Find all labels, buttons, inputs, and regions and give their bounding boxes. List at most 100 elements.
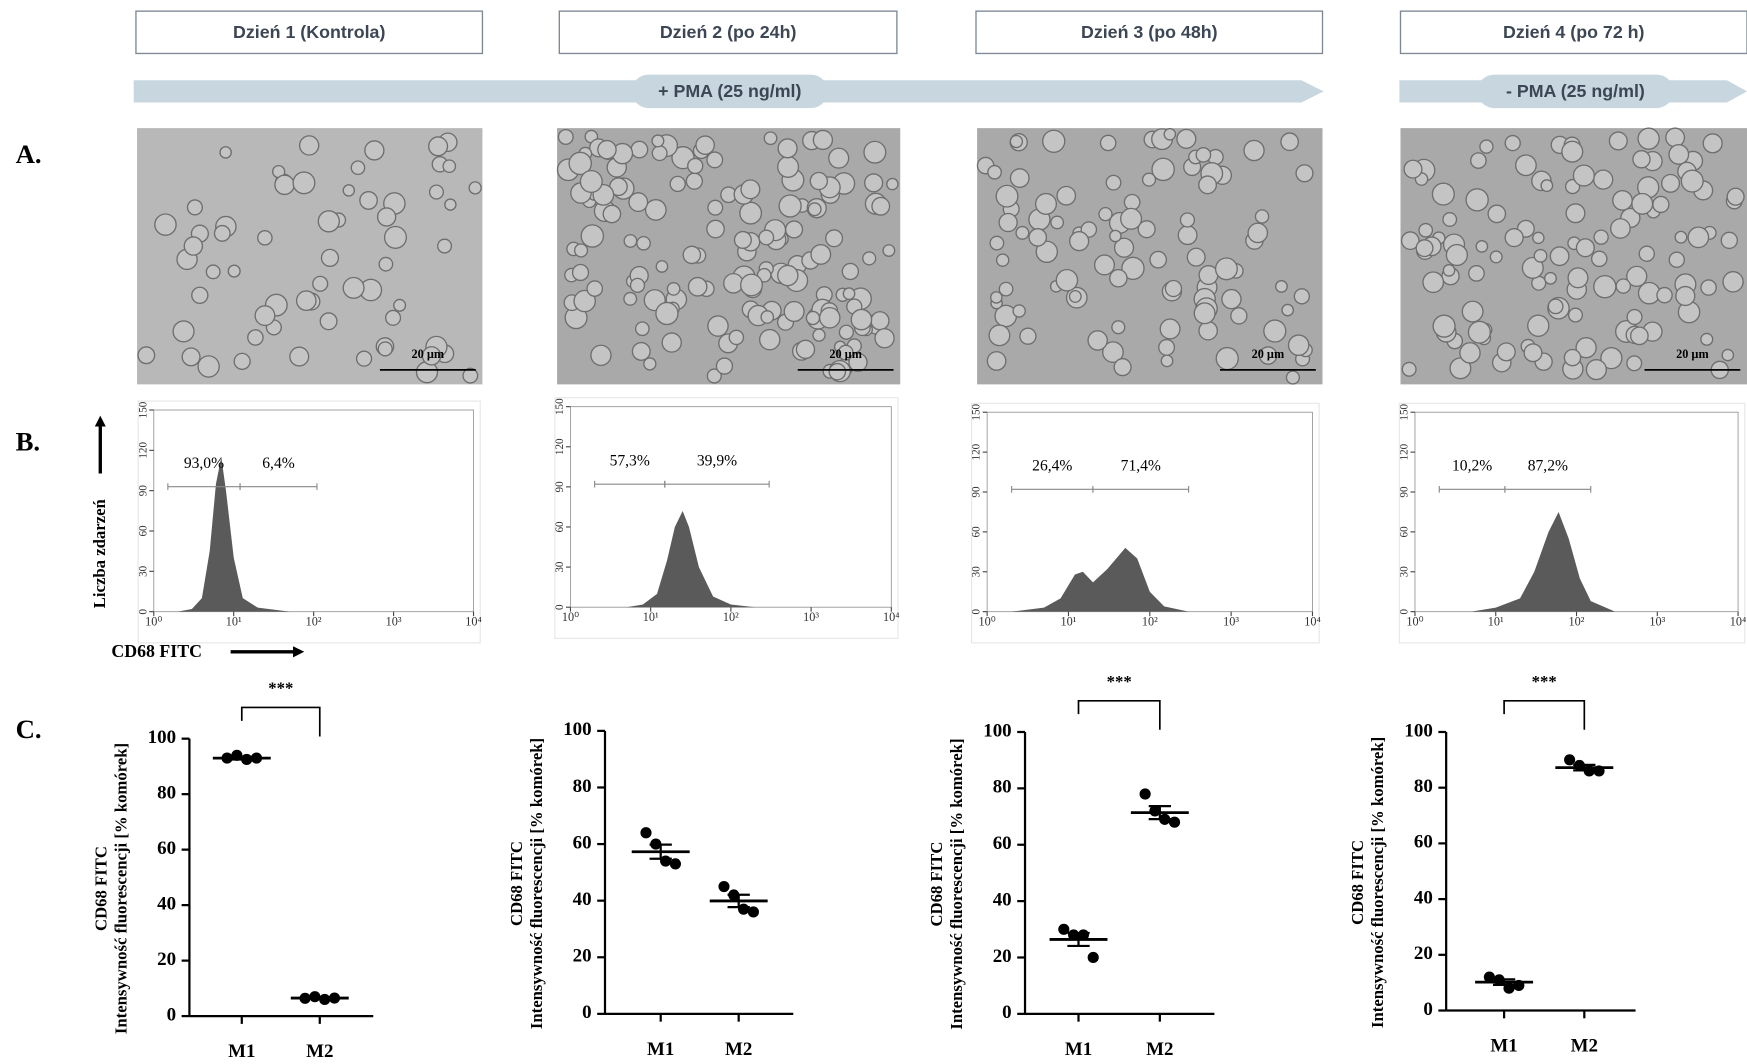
cell (1661, 173, 1681, 193)
cell (317, 210, 340, 233)
cell (1179, 212, 1196, 228)
cell (682, 245, 702, 265)
day-label: Dzień 1 (Kontrola) (233, 22, 385, 42)
cell (1702, 133, 1723, 154)
error-bar (230, 755, 253, 761)
cell (197, 355, 220, 378)
treatment-label: + PMA (25 ng/ml) (658, 81, 801, 101)
cell (1563, 348, 1582, 367)
histogram-frame (554, 397, 899, 639)
cell (687, 157, 704, 175)
cell (706, 368, 722, 384)
y-tick-label: 80 (573, 776, 592, 797)
micrograph: 20 µm (1400, 127, 1747, 385)
cell (1668, 143, 1690, 165)
cell (1468, 265, 1485, 282)
y-axis-label: Intensywność fluorescencji [% komórek] (1368, 737, 1387, 1028)
cell (828, 362, 847, 381)
cell (1403, 159, 1423, 179)
cell (655, 260, 669, 273)
cell (818, 306, 841, 329)
x-tick-label: M1 (228, 1041, 255, 1062)
y-axis-label: CD68 FITC (507, 841, 526, 926)
y-tick-label: 0 (1002, 1002, 1011, 1023)
cell (1151, 157, 1175, 182)
data-point (747, 906, 759, 918)
cell (1295, 164, 1314, 183)
cell (247, 329, 264, 346)
cell (568, 151, 592, 176)
x-tick-label: 10³ (1649, 615, 1665, 629)
x-tick-label: 10⁴ (883, 610, 900, 624)
y-tick-label: 30 (971, 566, 983, 578)
gate-label: 39,9% (697, 452, 737, 469)
cell (1442, 212, 1458, 227)
cell (1565, 203, 1586, 224)
x-tick-label: M2 (1146, 1039, 1173, 1060)
cell (805, 310, 821, 326)
cell (1113, 237, 1135, 258)
y-tick-label: 150 (137, 401, 149, 418)
error-bar (1573, 763, 1596, 772)
x-tick-label: 10⁴ (1730, 615, 1747, 629)
cell (295, 290, 317, 312)
y-tick-label: 80 (993, 777, 1012, 798)
cell (172, 320, 195, 343)
cell (666, 282, 681, 296)
cell (1631, 192, 1654, 215)
cell (1055, 268, 1079, 292)
cell (437, 238, 453, 254)
cell (1475, 240, 1489, 253)
row-label: B. (16, 427, 41, 457)
day-label: Dzień 3 (po 48h) (1081, 22, 1218, 42)
cell (1230, 307, 1248, 325)
cell (1164, 279, 1183, 298)
y-tick-label: 150 (1399, 403, 1411, 420)
cell (377, 341, 393, 357)
y-tick-label: 90 (971, 486, 983, 498)
treatment-pill (1477, 74, 1674, 109)
cell (1418, 222, 1434, 238)
cell (651, 145, 668, 162)
y-tick-label: 0 (1399, 608, 1411, 614)
cell (630, 140, 649, 159)
cell (1547, 298, 1564, 315)
cell (685, 172, 703, 190)
x-tick-label: 10² (306, 615, 322, 629)
cell (995, 253, 1010, 267)
y-axis-label: CD68 FITC (1348, 840, 1367, 925)
significance-label: *** (1107, 672, 1132, 691)
gate-label: 57,3% (610, 452, 650, 469)
x-tick-label: M1 (647, 1039, 674, 1060)
cell (643, 357, 657, 371)
cell (989, 235, 1005, 251)
cell (1280, 132, 1300, 152)
cell (1415, 239, 1434, 258)
day-label: Dzień 4 (po 72 h) (1503, 22, 1645, 42)
cell (468, 181, 482, 195)
cell (1102, 341, 1124, 363)
y-tick-label: 0 (1423, 999, 1432, 1020)
cell (1590, 250, 1608, 268)
cell (634, 321, 650, 337)
histogram-frame (137, 400, 481, 644)
cell (1612, 189, 1633, 211)
y-tick-label: 0 (971, 608, 983, 614)
y-tick-label: 80 (157, 782, 176, 803)
y-tick-label: 0 (167, 1004, 176, 1025)
cell (1626, 265, 1648, 288)
cell (1600, 346, 1623, 370)
cell (783, 300, 805, 323)
cell (1243, 139, 1265, 162)
cell (289, 346, 310, 367)
cell (1431, 182, 1455, 206)
cell (319, 312, 338, 331)
cell (213, 224, 231, 242)
cell (428, 136, 449, 157)
cell (579, 169, 603, 194)
x-tick-label: 10⁰ (979, 615, 996, 629)
cell (837, 344, 854, 361)
cell (1400, 231, 1420, 251)
cell (628, 192, 649, 213)
